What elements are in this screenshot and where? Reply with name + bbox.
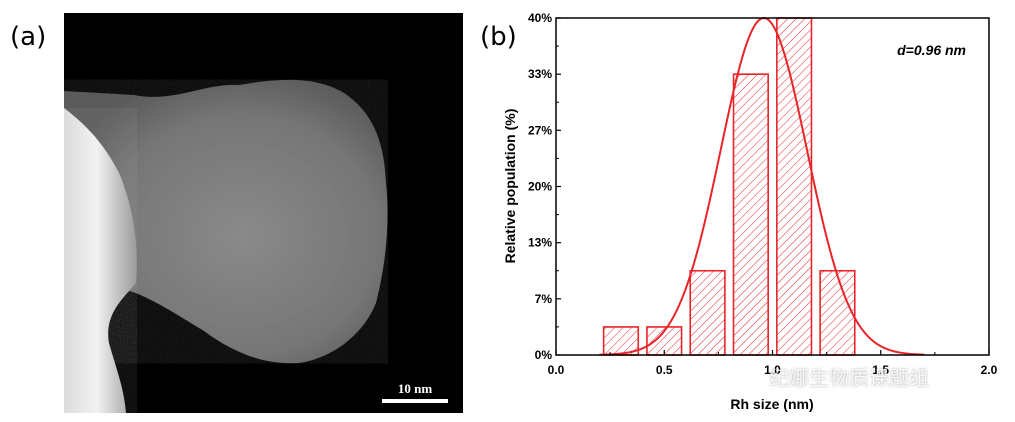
x-tick-label: 1.0 xyxy=(764,363,781,377)
x-tick-label: 0.0 xyxy=(548,363,565,377)
histogram-bar-6 xyxy=(819,269,856,356)
wechat-icon xyxy=(735,368,764,390)
y-tick-label: 20% xyxy=(528,180,552,194)
y-tick-label: 7% xyxy=(535,292,553,306)
x-tick-label: 2.0 xyxy=(981,363,998,377)
axes: 0% 7% 13% 20% 27% 33% 40% 0.0 0.5 1.0 1.5 2.0 xyxy=(528,11,998,377)
tem-image: 10 nm xyxy=(64,13,463,413)
rh-particle xyxy=(64,79,388,364)
y-axis-title: Relative population (%) xyxy=(502,109,518,264)
y-tick-label: 27% xyxy=(528,123,552,137)
plot-frame xyxy=(555,17,990,356)
x-axis-title: Rh size (nm) xyxy=(730,396,813,412)
watermark: 纪娜生物质课题组 xyxy=(735,362,929,391)
panel-label-a: (a) xyxy=(10,22,47,52)
y-tick-label: 0% xyxy=(535,348,553,362)
y-tick-label: 33% xyxy=(528,67,552,81)
x-tick-label: 0.5 xyxy=(656,363,673,377)
histogram-bar-3 xyxy=(689,269,726,356)
watermark-text: 纪娜生物质课题组 xyxy=(769,366,929,390)
scale-bar xyxy=(382,399,448,403)
scale-bar-label: 10 nm xyxy=(398,381,432,396)
plot-area xyxy=(599,17,925,356)
y-tick-label: 40% xyxy=(528,11,552,25)
histogram-bar-4 xyxy=(732,73,769,356)
support-region xyxy=(64,108,137,413)
x-tick-label: 1.5 xyxy=(872,363,889,377)
y-tick-label: 13% xyxy=(528,236,552,250)
histogram-bar-5 xyxy=(776,17,813,356)
mean-size-annotation: d=0.96 nm xyxy=(897,42,966,58)
panel-label-b: (b) xyxy=(480,22,517,52)
